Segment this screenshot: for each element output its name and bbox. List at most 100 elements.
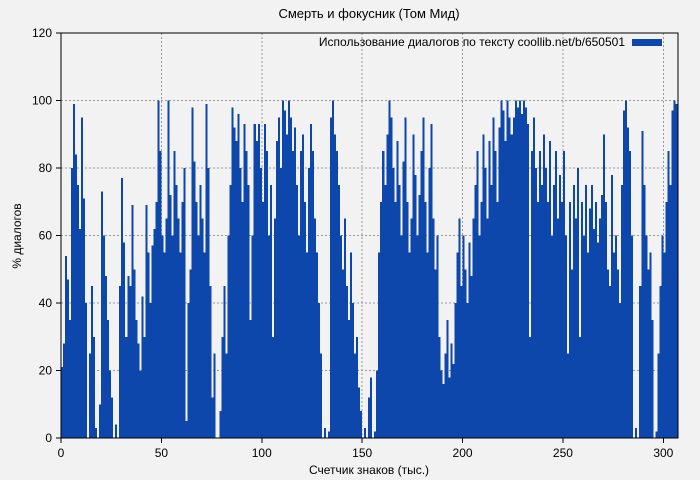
bar — [376, 370, 379, 438]
bar — [494, 151, 497, 438]
bar — [123, 242, 126, 438]
bar — [309, 124, 312, 438]
bar — [380, 201, 383, 438]
bar — [153, 228, 156, 438]
bar — [659, 286, 662, 438]
bar — [669, 184, 672, 438]
y-axis-label: % диалогов — [10, 203, 24, 268]
bar — [187, 303, 190, 438]
bar — [183, 168, 186, 438]
bar — [336, 151, 339, 438]
bar — [89, 353, 92, 438]
bar — [175, 184, 178, 438]
bar — [484, 168, 487, 438]
bar — [169, 195, 172, 438]
bar — [297, 235, 300, 438]
bar-series — [61, 100, 678, 438]
bar — [522, 100, 525, 438]
bar — [67, 279, 70, 438]
bar — [603, 134, 606, 438]
bar — [460, 286, 463, 438]
bar — [177, 218, 180, 438]
bar — [629, 151, 632, 438]
bar — [354, 353, 357, 438]
bar — [534, 168, 537, 438]
x-axis-label: Счетчик знаков (тыс.) — [309, 463, 429, 477]
bar — [93, 336, 96, 438]
bar — [518, 100, 521, 438]
bar — [317, 303, 321, 438]
bar — [328, 431, 331, 438]
bar — [71, 168, 74, 438]
bar — [540, 184, 543, 438]
bar — [199, 184, 202, 438]
bar — [558, 174, 561, 438]
bar — [562, 151, 565, 438]
bar — [528, 336, 531, 438]
bar — [83, 198, 86, 438]
bar — [448, 377, 451, 438]
bar — [77, 184, 80, 438]
bar — [643, 184, 646, 438]
bar — [436, 235, 439, 438]
bar — [649, 252, 652, 438]
bar — [504, 141, 507, 438]
bar — [579, 336, 582, 438]
bar — [356, 336, 359, 438]
x-tick-label: 200 — [453, 446, 473, 460]
bar — [418, 195, 421, 438]
bar — [125, 336, 128, 438]
bar — [661, 235, 664, 438]
y-tick-label: 80 — [39, 161, 53, 175]
bar — [611, 174, 614, 438]
bar — [474, 184, 477, 438]
bar — [267, 235, 270, 438]
bar — [564, 235, 567, 438]
bar — [189, 269, 192, 438]
bar — [510, 134, 513, 438]
bar — [283, 110, 286, 438]
bar — [456, 252, 459, 438]
bar — [237, 114, 240, 438]
bar — [546, 201, 549, 438]
bar — [313, 218, 316, 438]
bar — [625, 100, 628, 438]
bar — [556, 218, 559, 438]
bar — [348, 319, 351, 438]
bar — [617, 269, 620, 438]
bar — [275, 141, 278, 438]
legend-swatch-icon — [632, 39, 662, 46]
bar — [550, 235, 553, 438]
bar — [103, 235, 106, 438]
bar — [63, 343, 66, 438]
bar — [454, 303, 457, 438]
bar — [462, 235, 465, 438]
bar — [149, 303, 152, 438]
bar — [621, 184, 624, 438]
bar — [115, 424, 118, 438]
bar — [581, 201, 584, 438]
bar — [464, 269, 467, 438]
bar — [213, 353, 216, 438]
bar — [181, 201, 184, 438]
bar — [155, 201, 158, 438]
bar — [392, 168, 395, 438]
bar — [145, 205, 148, 438]
bar — [352, 303, 355, 438]
bar — [227, 235, 230, 438]
bar — [414, 174, 417, 438]
bar — [572, 184, 575, 438]
bar — [109, 370, 112, 438]
bar — [165, 218, 168, 438]
bar — [129, 286, 132, 438]
bar — [173, 151, 176, 438]
bar — [526, 124, 529, 438]
y-tick-label: 20 — [39, 364, 53, 378]
bar — [73, 103, 76, 438]
bar — [163, 252, 166, 438]
bar — [492, 117, 495, 438]
bar — [446, 319, 449, 438]
bar — [619, 303, 622, 438]
bar — [131, 205, 134, 438]
bar — [105, 276, 108, 438]
